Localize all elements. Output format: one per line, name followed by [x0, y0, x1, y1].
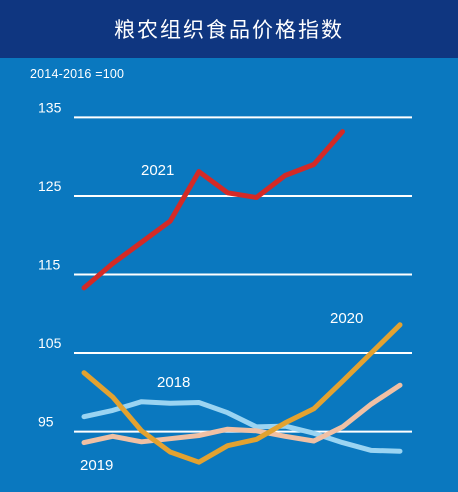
series-label-2019: 2019 [80, 457, 113, 474]
chart-title: 粮农组织食品价格指数 [114, 18, 344, 42]
y-tick-label-95: 95 [38, 414, 54, 430]
y-tick-label-125: 125 [38, 178, 62, 194]
series-label-2018: 2018 [157, 374, 190, 391]
series-line-2021 [81, 129, 345, 291]
y-tick-label-115: 115 [38, 257, 61, 273]
series-label-2020: 2020 [330, 310, 363, 327]
base-period-note: 2014-2016 =100 [30, 67, 125, 81]
series-label-2021: 2021 [141, 162, 174, 179]
y-tick-label-105: 105 [38, 335, 62, 351]
series-line-2020 [81, 322, 403, 465]
series-line-2019 [81, 382, 403, 446]
series-line-2018 [81, 399, 403, 454]
y-tick-label-135: 135 [38, 99, 62, 115]
title-bar: 粮农组织食品价格指数 [0, 0, 458, 58]
